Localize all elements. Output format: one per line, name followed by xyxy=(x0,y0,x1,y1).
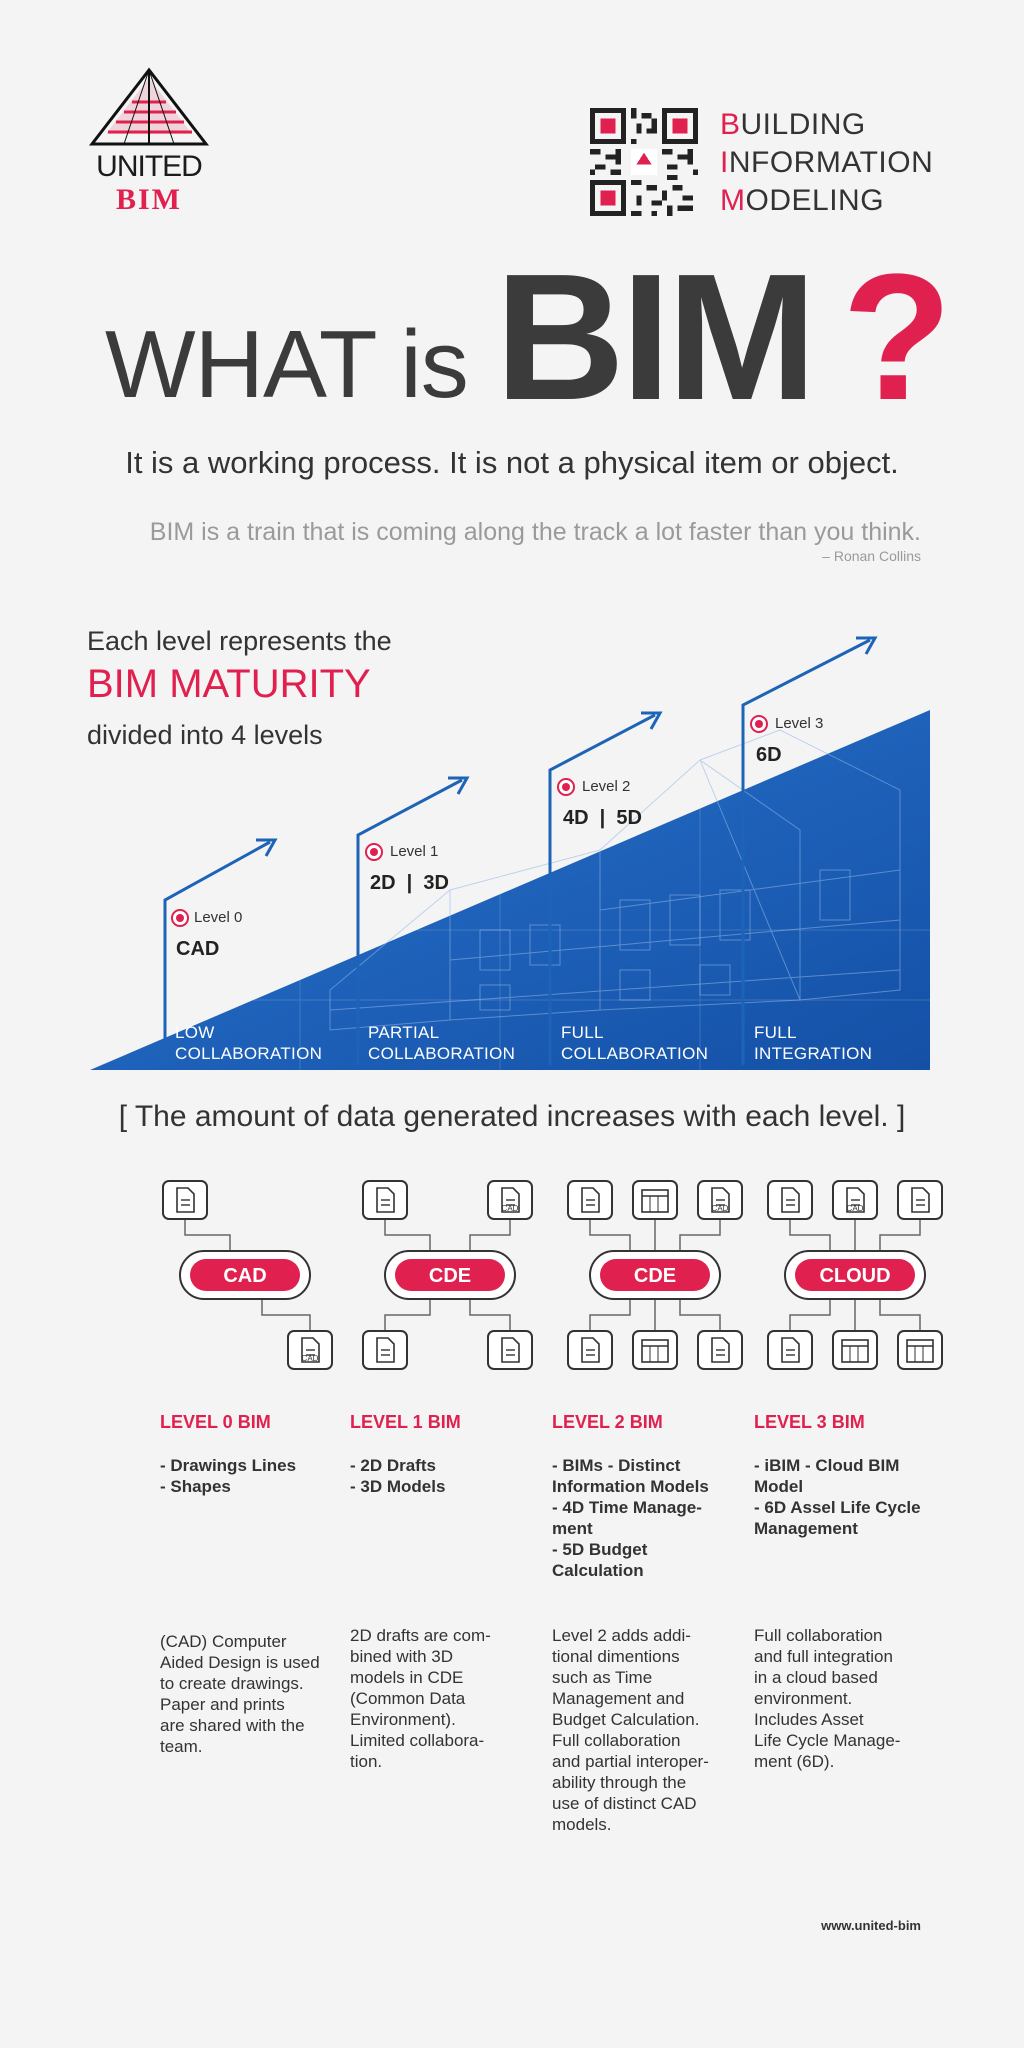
svg-text:CAD: CAD xyxy=(302,1354,319,1363)
level-3-bim-list: - iBIM - Cloud BIM Model - 6D Assel Life… xyxy=(754,1456,921,1538)
document-icon xyxy=(767,1330,813,1370)
title-bim: BIM xyxy=(495,237,817,438)
svg-text:CAD: CAD xyxy=(502,1204,519,1213)
level-0-dimension: CAD xyxy=(176,938,220,960)
level-2-bim-description: Level 2 adds addi- tional dimentions suc… xyxy=(552,1626,709,1834)
calendar-icon xyxy=(832,1330,878,1370)
qr-code-icon xyxy=(590,108,698,216)
header-information: INFORMATION xyxy=(720,146,934,179)
svg-text:CAD: CAD xyxy=(712,1204,729,1213)
cad-file-icon: CAD xyxy=(697,1180,743,1220)
united-bim-logo xyxy=(88,67,210,146)
title-question-mark: ? xyxy=(842,237,952,438)
level-3-bim-description: Full collaboration and full integration … xyxy=(754,1626,901,1771)
header-building: BUILDING xyxy=(720,108,866,141)
document-icon xyxy=(487,1330,533,1370)
hub-cloud: CLOUD xyxy=(784,1250,926,1300)
document-icon xyxy=(567,1330,613,1370)
logo-bim-text: BIM xyxy=(116,183,182,216)
level-1-collaboration: PARTIAL COLLABORATION xyxy=(368,1023,516,1063)
level-0-bim-list: - Drawings Lines - Shapes xyxy=(160,1456,297,1496)
data-heading: [ The amount of data generated increases… xyxy=(118,1100,906,1133)
hub-cad-label: CAD xyxy=(223,1265,266,1287)
bim-maturity-graphic xyxy=(90,636,930,1070)
level-2-bim-list: - BIMs - Distinct Information Models - 4… xyxy=(552,1456,709,1580)
level-2-bim-title: LEVEL 2 BIM xyxy=(552,1412,663,1432)
hub-cde-1-label: CDE xyxy=(429,1265,471,1287)
hub-cloud-label: CLOUD xyxy=(819,1265,890,1287)
footer-website[interactable]: www.united-bim xyxy=(821,1918,921,1933)
hub-cde-1: CDE xyxy=(384,1250,516,1300)
level-1-dimension: 2D | 3D xyxy=(370,872,449,894)
quote-author: – Ronan Collins xyxy=(822,548,921,564)
data-flow-diagram: CAD CDE CDE CLOUD CAD CAD CAD CAD xyxy=(162,1180,943,1370)
cube-file-icon xyxy=(162,1180,208,1220)
budget-calculator-icon xyxy=(897,1330,943,1370)
svg-text:CAD: CAD xyxy=(847,1204,864,1213)
level-3-collaboration: FULL INTEGRATION xyxy=(754,1023,873,1063)
title-what-is: WHAT is xyxy=(105,311,469,418)
hub-cad: CAD xyxy=(179,1250,311,1300)
intro-line-3: divided into 4 levels xyxy=(87,720,323,750)
hub-cde-2-label: CDE xyxy=(634,1265,676,1287)
cube-file-icon xyxy=(767,1180,813,1220)
calendar-icon xyxy=(632,1180,678,1220)
cube-file-icon xyxy=(362,1180,408,1220)
cad-file-icon: CAD xyxy=(287,1330,333,1370)
level-1-label: Level 1 xyxy=(390,843,439,860)
budget-calculator-icon xyxy=(632,1330,678,1370)
level-3-bim-title: LEVEL 3 BIM xyxy=(754,1412,865,1432)
level-3-label: Level 3 xyxy=(775,715,824,732)
level-1-bim-description: 2D drafts are com- bined with 3D models … xyxy=(350,1626,491,1771)
level-2-dimension: 4D | 5D xyxy=(563,807,642,829)
cad-file-icon: CAD xyxy=(832,1180,878,1220)
level-0-collaboration: LOW COLLABORATION xyxy=(175,1023,323,1063)
document-icon xyxy=(697,1330,743,1370)
cube-file-icon xyxy=(567,1180,613,1220)
logo-united-text: UNITED xyxy=(96,150,203,183)
level-3-dimension: 6D xyxy=(756,744,782,766)
document-icon xyxy=(362,1330,408,1370)
level-0-label: Level 0 xyxy=(194,909,243,926)
subtitle: It is a working process. It is not a phy… xyxy=(125,445,899,480)
level-1-bim-list: - 2D Drafts - 3D Models xyxy=(350,1456,446,1496)
hub-cde-2: CDE xyxy=(589,1250,721,1300)
level-2-collaboration: FULL COLLABORATION xyxy=(561,1023,709,1063)
quote-text: BIM is a train that is coming along the … xyxy=(149,518,921,546)
level-2-label: Level 2 xyxy=(582,778,631,795)
document-icon xyxy=(897,1180,943,1220)
cad-file-icon: CAD xyxy=(487,1180,533,1220)
level-0-bim-title: LEVEL 0 BIM xyxy=(160,1412,271,1432)
intro-line-1: Each level represents the xyxy=(87,626,392,656)
level-0-bim-description: (CAD) Computer Aided Design is used to c… xyxy=(160,1632,320,1756)
intro-bim-maturity: BIM MATURITY xyxy=(87,662,371,706)
header-modeling: MODELING xyxy=(720,184,885,217)
level-1-bim-title: LEVEL 1 BIM xyxy=(350,1412,461,1432)
